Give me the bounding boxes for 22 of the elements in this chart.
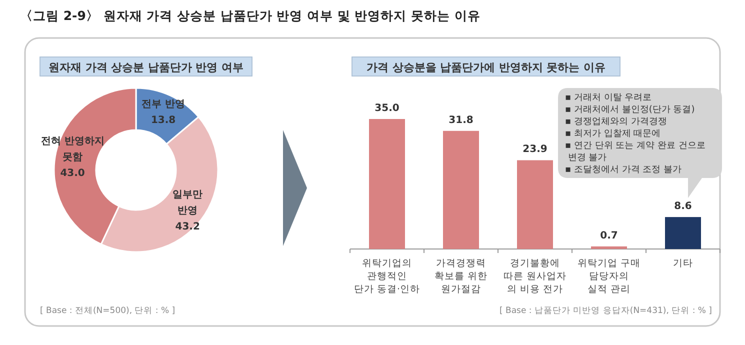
text: [ Base : 납품단가 미반영 응답자(N=431), 단위 : % ] (500, 306, 712, 316)
x-tick-label: 가격경쟁력 확보를 위한 원가절감 (434, 258, 488, 295)
data-label: 43.0 (60, 168, 85, 179)
data-label: 8.6 (674, 201, 692, 212)
chart-subtitle: 원자재 가격 상승분 납품단가 반영 여부 (48, 61, 244, 74)
x-tick-label: 위탁기업의 관행적인 단가 동결·인하 (354, 258, 420, 295)
data-label: 13.8 (150, 115, 176, 126)
data-label: 43.2 (175, 222, 200, 233)
text: [ Base : 전체(N=500), 단위 : % ] (40, 306, 176, 316)
slice-label: 전혀 반영하지 못함 (40, 136, 104, 163)
chart-subtitle: 가격 상승분을 납품단가에 반영하지 못하는 이유 (366, 61, 606, 74)
data-label: 0.7 (600, 230, 618, 242)
slice-label: 일부만 반영 (172, 190, 203, 217)
x-tick-label: 기타 (673, 258, 693, 269)
text: 〈그림 2-9〉 원자재 가격 상승분 납품단가 반영 여부 및 반영하지 못하는 이유 (20, 8, 480, 23)
annotation: ▪ 거래처 이탈 우려로 ▪ 거래처에서 불인정(단가 동결) ▪ 경쟁업체와의 가격경쟁 ▪ 최저가 입찰제 때문에 ▪ 연간 단위 또는 계약 완료 건으로 변경 불가 ▪ 조달청에서 가격 조정 불가 (565, 93, 706, 175)
x-tick-label: 경기불황에 따른 원사업자 의 비용 전가 (503, 258, 567, 295)
x-tick-label: 위탁기업 구매 담당자의 실적 관리 (577, 258, 641, 295)
data-label: 31.8 (448, 114, 474, 126)
data-label: 23.9 (522, 144, 548, 156)
slice-label: 전부 반영 (142, 99, 186, 110)
data-label: 35.0 (374, 103, 400, 114)
